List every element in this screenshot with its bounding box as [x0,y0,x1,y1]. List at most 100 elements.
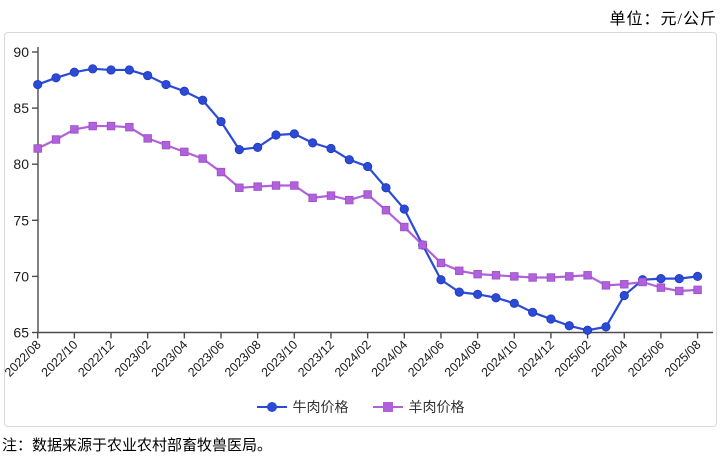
lamb-data-point [400,222,409,232]
lamb-data-point [693,285,702,295]
beef-data-point [491,293,501,303]
lamb-data-point [473,269,482,279]
x-tick-label: 2023/06 [185,338,227,380]
beef-data-point [289,129,299,139]
beef-data-point [308,138,318,148]
lamb-data-point [436,258,446,268]
lamb-data-point [70,125,79,134]
beef-data-point [399,204,409,214]
y-tick-label: 85 [13,100,29,116]
beef-data-point [436,275,446,285]
lamb-data-point [253,182,262,191]
x-tick-label: 2023/12 [295,338,337,380]
beef-data-point [33,79,43,90]
y-tick-label: 90 [13,44,29,60]
beef-data-point [546,314,556,324]
price-line-chart: 65 70 75 80 85 90 2022/082022/102022/122023/02… [5,44,713,380]
x-tick-label: 2023/02 [112,338,154,380]
beef-series [33,64,703,335]
lamb-data-point [675,286,684,296]
legend-item-beef: 牛肉价格 [256,397,349,417]
x-tick-label: 2025/08 [662,338,704,380]
x-tick-label: 2023/10 [259,338,301,380]
beef-data-point [198,95,208,105]
y-tick-label: 80 [13,156,29,172]
beef-data-point [582,325,593,335]
lamb-data-point [161,140,171,150]
beef-data-point [106,65,116,75]
x-tick-label: 2022/10 [39,338,81,380]
lamb-data-point [290,181,299,190]
beef-series-line [37,67,698,332]
lamb-data-point [565,272,574,281]
beef-data-point [528,307,538,317]
lamb-data-point [510,272,519,281]
lamb-data-point [33,144,42,153]
lamb-data-point [326,191,336,200]
legend-label-beef: 牛肉价格 [292,399,349,415]
beef-data-point [344,155,354,165]
lamb-series-marker-icon [372,402,403,412]
beef-data-point [253,142,263,152]
x-tick-label: 2024/04 [369,338,411,380]
beef-data-point [179,86,189,96]
x-tick-label: 2024/10 [479,338,521,380]
lamb-series [33,121,702,296]
beef-data-point [656,274,666,284]
beef-data-point [381,183,391,193]
lamb-data-point [88,121,97,131]
lamb-data-point [198,154,207,163]
beef-series-marker-icon [256,402,287,412]
lamb-data-point [455,266,464,275]
unit-label: 单位：元/公斤 [609,11,717,28]
beef-data-point [674,274,684,284]
legend-item-lamb: 羊肉价格 [372,397,465,417]
beef-data-point [601,322,611,332]
lamb-data-point [418,240,427,250]
beef-data-point [216,116,226,127]
x-tick-label: 2022/12 [75,338,117,380]
beef-data-point [88,64,98,74]
lamb-data-point [656,283,666,292]
x-tick-label: 2023/04 [149,338,191,380]
beef-data-point [363,161,373,172]
beef-data-point [473,289,483,299]
x-tick-label: 2025/04 [589,338,631,380]
lamb-data-point [271,181,281,190]
beef-data-point [271,130,281,140]
lamb-data-point [106,121,116,131]
y-tick-label: 75 [13,212,29,228]
beef-data-point [692,271,703,281]
x-tick-label: 2025/06 [625,338,667,380]
beef-data-point [619,290,629,301]
lamb-data-point [308,193,317,203]
beef-data-point [51,73,61,83]
x-tick-label: 2025/02 [552,338,594,380]
lamb-data-point [546,273,556,282]
chart-legend: 牛肉价格 羊肉价格 [5,397,716,417]
beef-data-point [69,67,79,77]
y-tick-label: 65 [13,325,29,341]
lamb-series-line [37,124,698,293]
lamb-data-point [51,135,61,144]
lamb-data-point [583,271,592,280]
lamb-data-point [381,206,391,215]
legend-label-lamb: 羊肉价格 [408,399,465,415]
beef-data-point [326,143,336,154]
x-tick-label: 2024/02 [332,338,374,380]
beef-data-point [124,65,134,75]
beef-data-point [454,287,464,297]
beef-data-point [234,145,244,155]
beef-data-point [161,79,171,90]
lamb-data-point [180,147,189,157]
lamb-data-point [345,195,354,205]
x-tick-label: 2023/08 [222,338,264,380]
beef-data-point [509,298,519,308]
lamb-data-point [638,277,647,287]
x-tick-label: 2022/08 [5,338,44,380]
beef-data-point [564,321,574,331]
x-tick-label: 2024/12 [515,338,557,380]
lamb-data-point [528,273,537,282]
lamb-data-point [125,122,134,132]
y-tick-label: 70 [13,268,29,284]
